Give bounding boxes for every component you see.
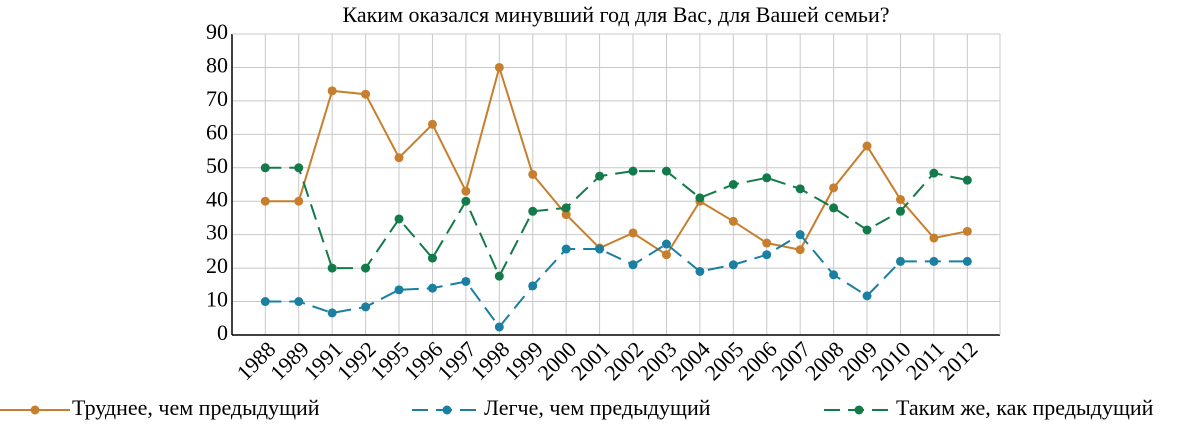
point [895, 206, 905, 216]
point [427, 283, 437, 293]
point [394, 153, 404, 163]
point [260, 297, 270, 307]
point [929, 168, 939, 178]
y-tick-label: 30 [206, 220, 228, 245]
point [294, 163, 304, 173]
y-tick-label: 10 [206, 287, 228, 312]
point [661, 239, 671, 249]
point [895, 256, 905, 266]
point [494, 62, 504, 72]
y-tick-label: 70 [206, 86, 228, 111]
point [461, 196, 471, 206]
y-tick-label: 80 [206, 52, 228, 77]
point [762, 250, 772, 260]
legend-label: Легче, чем предыдущий [484, 395, 711, 420]
point [494, 322, 504, 332]
point [795, 184, 805, 194]
point [461, 186, 471, 196]
point [260, 163, 270, 173]
point [361, 89, 371, 99]
point [361, 263, 371, 273]
point [628, 228, 638, 238]
y-tick-label: 60 [206, 119, 228, 144]
y-tick-label: 40 [206, 186, 228, 211]
point [962, 256, 972, 266]
point [661, 166, 671, 176]
chart-title: Каким оказался минувший год для Вас, для… [342, 2, 889, 27]
point [862, 141, 872, 151]
point [762, 238, 772, 248]
point [595, 244, 605, 254]
point [528, 206, 538, 216]
legend-label: Труднее, чем предыдущий [72, 395, 320, 420]
point [862, 225, 872, 235]
point [795, 245, 805, 255]
legend-marker [30, 405, 40, 415]
point [561, 244, 571, 254]
point [361, 302, 371, 312]
point [561, 210, 571, 220]
point [829, 183, 839, 193]
series-line [265, 233, 968, 329]
point [528, 169, 538, 179]
point [427, 119, 437, 129]
point [728, 180, 738, 189]
y-tick-label: 90 [206, 19, 228, 44]
point [427, 253, 437, 263]
point [895, 195, 905, 205]
point [327, 86, 337, 96]
point [394, 285, 404, 295]
point [829, 270, 839, 280]
point [929, 233, 939, 243]
point [695, 266, 705, 276]
series-line [265, 166, 968, 279]
legend-marker [854, 405, 864, 415]
legend-marker [442, 405, 452, 415]
point [528, 281, 538, 291]
point [795, 230, 805, 240]
y-tick-label: 50 [206, 153, 228, 178]
y-tick-label: 0 [217, 320, 228, 345]
point [862, 291, 872, 301]
point [260, 196, 270, 206]
point [327, 263, 337, 273]
point [962, 175, 972, 185]
point [695, 193, 705, 203]
series-line [265, 63, 968, 257]
point [327, 308, 337, 318]
point [929, 256, 939, 266]
point [728, 216, 738, 226]
point [661, 250, 671, 260]
legend-label: Таким же, как предыдущий [896, 395, 1154, 420]
point [294, 196, 304, 206]
point [561, 203, 571, 213]
point [728, 260, 738, 270]
point [628, 166, 638, 176]
point [461, 276, 471, 286]
point [394, 214, 404, 224]
point [762, 173, 772, 183]
y-tick-label: 20 [206, 253, 228, 278]
point [962, 226, 972, 236]
point [494, 271, 504, 281]
point [294, 297, 304, 307]
point [628, 260, 638, 270]
point [595, 171, 605, 181]
point [829, 203, 839, 213]
x-tick-label: 2012 [934, 336, 983, 385]
